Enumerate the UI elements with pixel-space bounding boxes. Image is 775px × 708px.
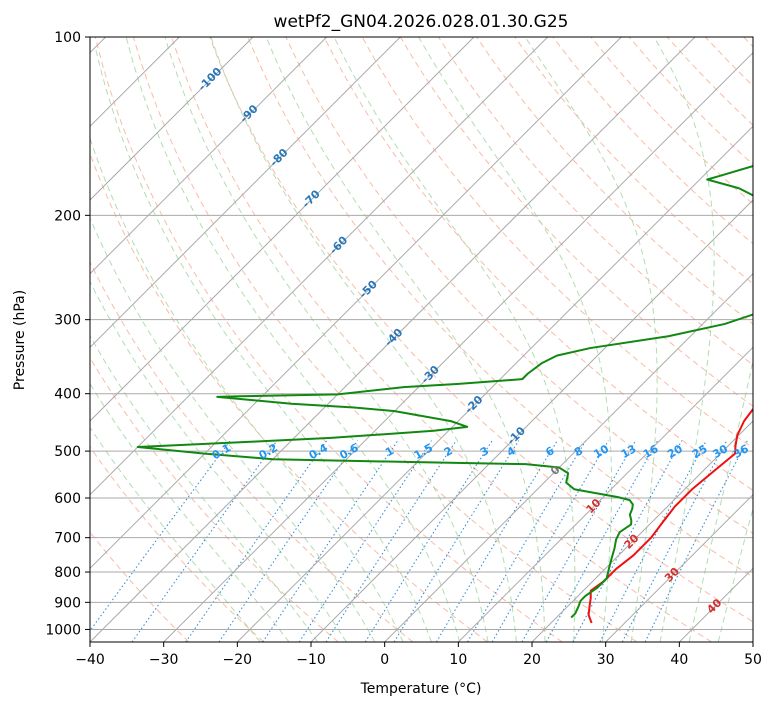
sounding-profiles: [136, 165, 753, 624]
mixing-ratio-line: [572, 440, 683, 642]
moist-adiabat-line: [90, 382, 290, 642]
y-tick-label: 400: [54, 387, 81, 403]
mixing-ratio-line: [364, 440, 493, 642]
isotherm-line: [90, 37, 401, 349]
isotherm-line: [163, 51, 753, 642]
plot-frame: [89, 36, 754, 643]
moist-adiabat-line: [653, 37, 715, 642]
y-tick-label: 1000: [45, 622, 81, 638]
y-tick-label: 600: [54, 491, 81, 507]
x-tick-label: 20: [523, 652, 541, 668]
y-axis-label: Pressure (hPa): [12, 290, 28, 390]
x-tick-label: −40: [75, 652, 105, 668]
isotherm-line: [236, 125, 753, 642]
dry-adiabat-line: [90, 356, 339, 642]
mixing-ratio-line: [218, 440, 358, 642]
isotherm-line: [90, 37, 254, 201]
moist-adiabat-line: [333, 37, 576, 642]
isotherm-line: [90, 37, 328, 275]
x-axis: −40 −30 −20 −10 0 10 20 30 40 50: [75, 642, 762, 668]
moist-adiabat-line: [688, 358, 753, 642]
x-tick-label: 0: [380, 652, 389, 668]
isotherm-line: [90, 37, 696, 642]
dry-adiabat-line: [90, 446, 264, 642]
moist-adiabat-line: [90, 426, 261, 642]
isotherm-line: [310, 199, 753, 642]
moist-adiabat-line: [90, 136, 404, 642]
isotherm-line: [90, 37, 475, 422]
x-tick-label: −10: [296, 652, 326, 668]
mixing-ratio-line: [521, 440, 637, 642]
background-lines: [90, 37, 753, 642]
y-tick-label: 700: [54, 531, 81, 547]
y-tick-label: 200: [54, 208, 81, 224]
moist-adiabat-line: [90, 280, 347, 642]
isotherm-line: [90, 37, 549, 496]
moist-adiabat-line: [717, 506, 753, 642]
x-tick-label: 30: [597, 652, 615, 668]
mixing-ratio-line: [298, 440, 432, 642]
x-tick-label: −30: [149, 652, 179, 668]
y-tick-label: 500: [54, 444, 81, 460]
y-tick-label: 800: [54, 565, 81, 581]
mixing-ratio-line: [545, 440, 659, 642]
dry-adiabat-line: [323, 37, 753, 491]
mixing-ratio-line: [90, 440, 231, 632]
isotherm-line: [90, 37, 622, 570]
dry-adiabat-line: [171, 37, 713, 642]
moist-adiabat-line: [418, 37, 613, 642]
moist-adiabat-line: [95, 49, 432, 642]
chart-title: wetPf2_GN04.2026.028.01.30.G25: [274, 12, 569, 32]
x-tick-label: −20: [223, 652, 253, 668]
grid-lines: [90, 37, 753, 642]
x-axis-label: Temperature (°C): [360, 681, 482, 697]
moist-adiabat-line: [125, 37, 461, 642]
isotherm-line: [384, 272, 753, 642]
dry-adiabat-line: [209, 37, 753, 623]
dry-adiabat-line: [90, 260, 414, 642]
x-tick-label: 10: [449, 652, 467, 668]
moist-adiabat-line: [90, 216, 376, 642]
moist-adiabat-line: [210, 37, 517, 642]
isotherm-line: [605, 493, 753, 642]
dry-adiabat-line: [285, 37, 753, 535]
dry-adiabat-line: [476, 37, 753, 325]
y-axis: 100 200 300 400 500 600 700 800 900 1000: [45, 30, 90, 638]
x-tick-label: 40: [670, 652, 688, 668]
mixing-ratio-line: [185, 440, 328, 642]
y-tick-label: 100: [54, 30, 81, 46]
mixing-ratio-line: [131, 440, 278, 642]
isotherm-line: [457, 346, 753, 642]
mixing-ratio-line: [435, 440, 558, 642]
moist-adiabat-line: [164, 37, 489, 642]
mixing-ratio-line: [467, 440, 587, 642]
y-tick-label: 900: [54, 595, 81, 611]
moist-adiabat-line: [90, 334, 319, 642]
mixing-ratio-line: [644, 440, 748, 642]
dry-adiabat-line: [94, 37, 563, 642]
isotherm-line: [531, 420, 753, 642]
moist-adiabat-line: [524, 37, 658, 642]
mixing-ratio-line: [262, 440, 399, 642]
dry-adiabat-line: [247, 37, 753, 578]
dewpoint-profile-line: [136, 165, 753, 619]
mixing-ratio-line: [325, 440, 457, 642]
moist-adiabat-line: [265, 37, 546, 642]
dry-adiabat-line: [514, 37, 753, 285]
temperature-profile-line: [587, 407, 753, 624]
y-tick-label: 300: [54, 313, 81, 329]
x-tick-label: 50: [744, 652, 762, 668]
